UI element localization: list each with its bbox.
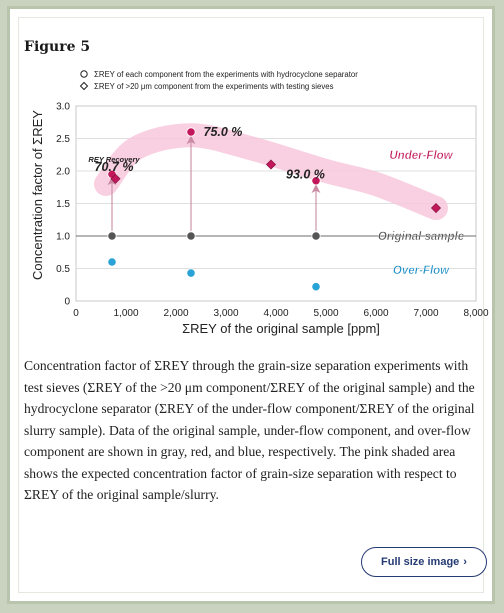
- over-flow-circle-point: [311, 282, 321, 292]
- over-flow-circle-point: [186, 268, 196, 278]
- y-tick-label: 2.5: [56, 134, 70, 145]
- annotation-over-flow: Over-Flow: [393, 265, 450, 277]
- x-tick-label: 0: [73, 308, 79, 319]
- x-tick-label: 8,000: [463, 308, 488, 319]
- chart-legend: ΣREY of each component from the experime…: [79, 70, 358, 91]
- original-circle-point: [186, 231, 196, 241]
- y-tick-label: 2.0: [56, 167, 70, 178]
- shaded-band-path: [94, 123, 448, 221]
- legend-label-hydrocyclone: ΣREY of each component from the experime…: [94, 70, 358, 79]
- x-tick-label: 6,000: [363, 308, 388, 319]
- original-circle-point: [311, 231, 321, 241]
- annotation-rey-recovery: REY Recovery: [88, 155, 140, 164]
- over-flow-circle-point: [107, 257, 117, 267]
- y-tick-label: 3.0: [56, 102, 70, 113]
- annotations: REY Recovery 70.7 % 75.0 % 93.0 % Under-…: [88, 125, 465, 277]
- figure-caption: Concentration factor of ΣREY through the…: [24, 358, 475, 502]
- y-tick-label: 0.5: [56, 264, 70, 275]
- x-tick-label: 1,000: [113, 308, 138, 319]
- annotation-under-flow: Under-Flow: [389, 150, 453, 162]
- annotation-recovery-70: 70.7 %: [95, 160, 134, 174]
- annotation-original-sample: Original sample: [378, 231, 465, 243]
- original-circle-point: [107, 231, 117, 241]
- concentration-factor-chart: ΣREY of each component from the experime…: [30, 70, 489, 336]
- data-points: [107, 127, 442, 292]
- y-tick-label: 0: [64, 297, 70, 308]
- y-tick-label: 1.5: [56, 199, 70, 210]
- full-size-image-button[interactable]: Full size image ›: [361, 547, 487, 577]
- under-flow-circle-point: [186, 127, 196, 137]
- y-axis-title: Concentration factor of ΣREY: [30, 110, 45, 280]
- annotation-recovery-75: 75.0 %: [204, 125, 243, 139]
- annotation-recovery-93: 93.0 %: [286, 167, 325, 181]
- under-flow-diamond-point: [265, 159, 277, 170]
- legend-label-sieves: ΣREY of >20 μm component from the experi…: [94, 82, 334, 91]
- full-size-image-label: Full size image: [381, 556, 460, 568]
- shaded-band: [94, 123, 448, 221]
- figure-title: Figure 5: [24, 39, 91, 55]
- x-tick-label: 2,000: [163, 308, 188, 319]
- chevron-right-icon: ›: [463, 556, 467, 568]
- under-flow-diamond-point: [110, 173, 121, 184]
- under-flow-diamond-point: [430, 203, 442, 214]
- figure-inner-border: [18, 17, 484, 593]
- y-tick-label: 1.0: [56, 232, 70, 243]
- legend-diamond-marker: [79, 81, 89, 91]
- x-tick-label: 3,000: [213, 308, 238, 319]
- under-flow-circle-point: [311, 176, 321, 186]
- legend-circle-marker: [80, 70, 88, 78]
- x-tick-label: 5,000: [313, 308, 338, 319]
- axes: 0 0.5 1.0 1.5 2.0 2.5 3.0 0 1,000 2,000 3,000 4,000…: [56, 102, 489, 320]
- x-tick-label: 7,000: [413, 308, 438, 319]
- x-tick-label: 4,000: [263, 308, 288, 319]
- recovery-arrows: [107, 135, 321, 231]
- x-axis-title: ΣREY of the original sample [ppm]: [182, 321, 380, 336]
- figure-card: Figure 5 ΣREY of each component from the…: [7, 6, 495, 604]
